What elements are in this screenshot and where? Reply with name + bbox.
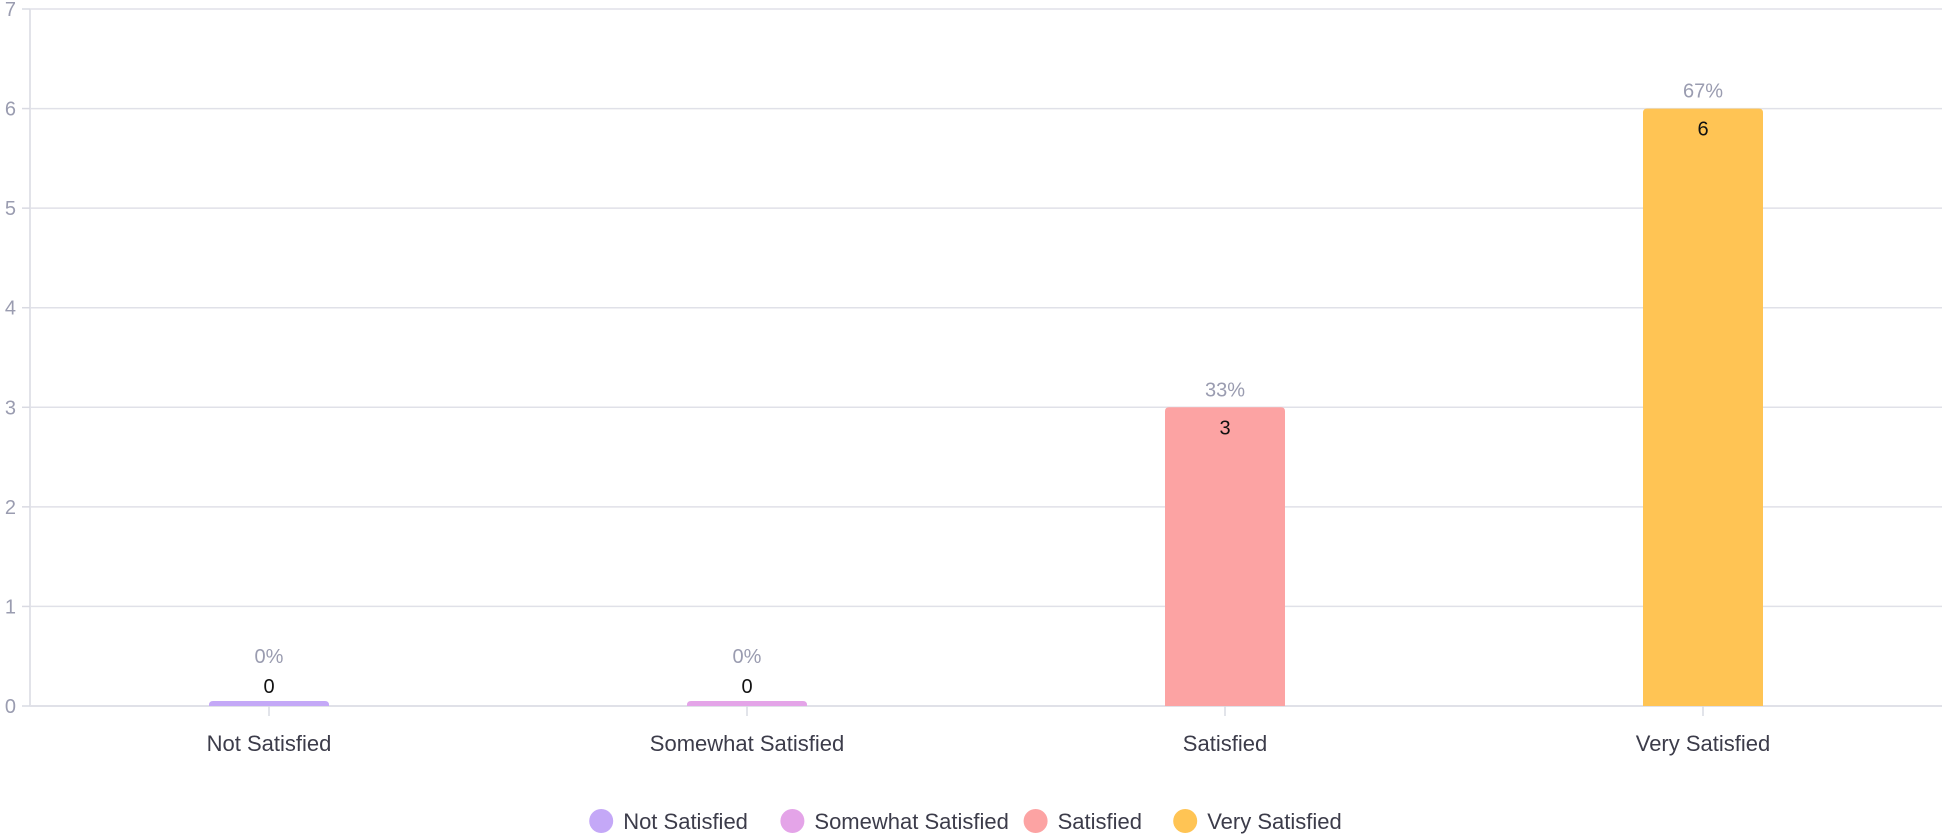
y-tick-label: 6: [5, 99, 16, 121]
value-label: 0: [263, 676, 274, 698]
percent-label: 0%: [255, 646, 284, 668]
x-tick-label: Not Satisfied: [207, 731, 332, 756]
y-tick-label: 0: [5, 696, 16, 718]
grid-lines: [29, 8, 1942, 707]
x-axis-ticks: Not Satisfied Somewhat Satisfied Satisfied…: [207, 706, 1771, 756]
y-tick-label: 2: [5, 497, 16, 519]
legend: Not Satisfied Somewhat Satisfied Satisfied…: [589, 809, 1342, 834]
bar: [209, 701, 329, 706]
percent-label: 67%: [1683, 81, 1723, 103]
percent-label: 33%: [1205, 379, 1245, 401]
bar: [687, 701, 807, 706]
legend-marker: [1173, 809, 1198, 833]
bar: [1165, 407, 1285, 706]
x-tick-label: Satisfied: [1183, 731, 1267, 756]
legend-marker: [589, 809, 614, 833]
value-label: 0: [741, 676, 752, 698]
percent-label: 0%: [733, 646, 762, 668]
legend-marker: [780, 809, 805, 833]
y-tick-label: 7: [5, 0, 16, 21]
y-tick-label: 3: [5, 397, 16, 419]
y-tick-label: 4: [5, 298, 16, 320]
legend-label: Very Satisfied: [1207, 809, 1342, 834]
bars: [209, 108, 1763, 707]
y-tick-label: 1: [5, 596, 16, 618]
y-tick-label: 5: [5, 198, 16, 220]
legend-marker: [1023, 809, 1048, 833]
value-label: 6: [1697, 119, 1708, 141]
bar: [1643, 108, 1763, 707]
value-label: 3: [1219, 417, 1230, 439]
data-labels: 0% 0 0% 0 33% 3 67% 6: [255, 81, 1724, 698]
y-axis-ticks: 0 1 2 3 4 5 6 7: [5, 0, 30, 718]
legend-label: Satisfied: [1058, 809, 1142, 834]
legend-label: Somewhat Satisfied: [814, 809, 1008, 834]
legend-label: Not Satisfied: [623, 809, 748, 834]
x-tick-label: Somewhat Satisfied: [650, 731, 844, 756]
x-tick-label: Very Satisfied: [1636, 731, 1771, 756]
